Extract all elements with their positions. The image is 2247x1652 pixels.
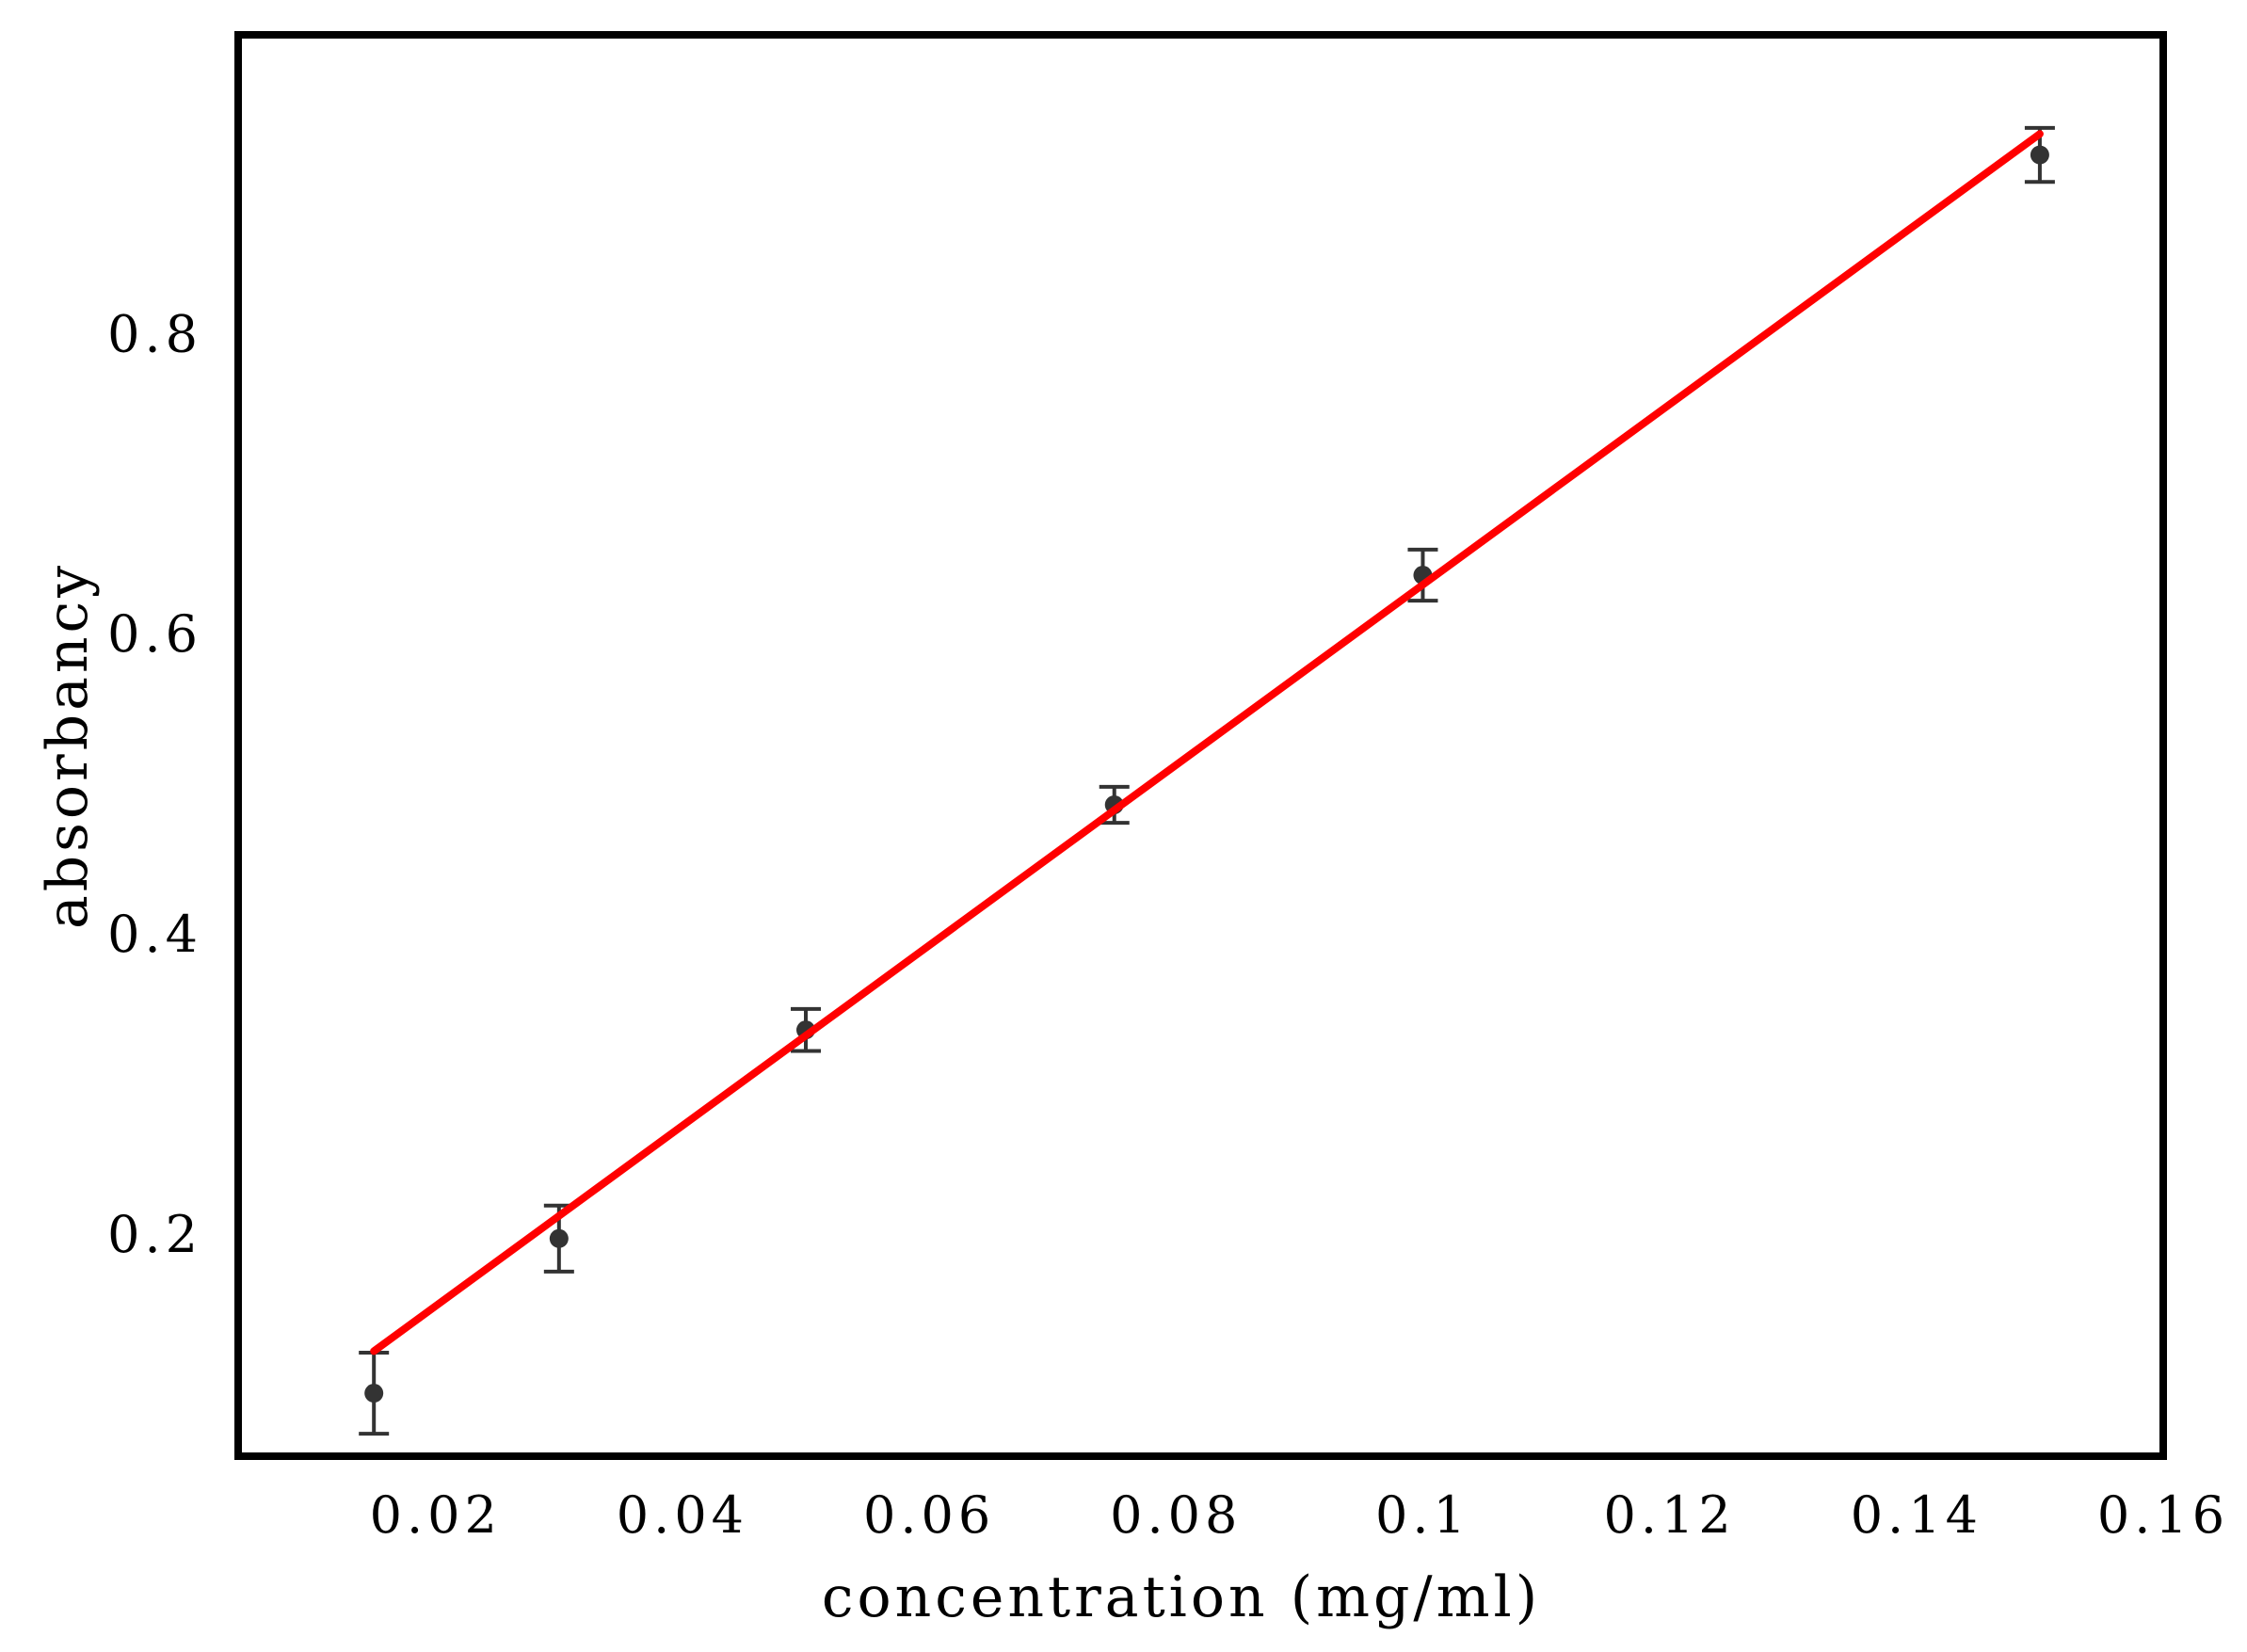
x-axis-label: concentration (mg/ml) bbox=[822, 1564, 1541, 1630]
y-tick-label: 0.6 bbox=[107, 604, 202, 664]
y-tick-label: 0.8 bbox=[107, 304, 202, 363]
x-tick-label: 0.04 bbox=[617, 1485, 748, 1545]
fit-line bbox=[370, 130, 2044, 1355]
data-marker bbox=[364, 1384, 384, 1403]
y-tick-label: 0.2 bbox=[107, 1205, 202, 1264]
x-tick-label: 0.16 bbox=[2097, 1485, 2229, 1545]
x-tick-label: 0.08 bbox=[1110, 1485, 1242, 1545]
x-tick-label: 0.12 bbox=[1604, 1485, 1736, 1545]
x-tick-label: 0.14 bbox=[1851, 1485, 1982, 1545]
plot-marks bbox=[359, 125, 2055, 1436]
y-tick-label: 0.4 bbox=[107, 905, 202, 964]
x-tick-label: 0.02 bbox=[370, 1485, 502, 1545]
x-tick-labels: 0.02 0.04 0.06 0.08 0.1 0.12 0.14 0.16 bbox=[370, 1485, 2229, 1545]
x-tick-label: 0.06 bbox=[863, 1485, 995, 1545]
y-axis-label: absorbancy bbox=[35, 562, 101, 929]
plot-frame bbox=[234, 31, 2167, 1460]
data-point-1 bbox=[359, 1350, 390, 1436]
data-marker bbox=[549, 1228, 569, 1248]
x-tick-label: 0.1 bbox=[1375, 1485, 1470, 1545]
data-marker bbox=[2030, 145, 2049, 165]
y-tick-labels: 0.2 0.4 0.6 0.8 bbox=[107, 304, 202, 1264]
